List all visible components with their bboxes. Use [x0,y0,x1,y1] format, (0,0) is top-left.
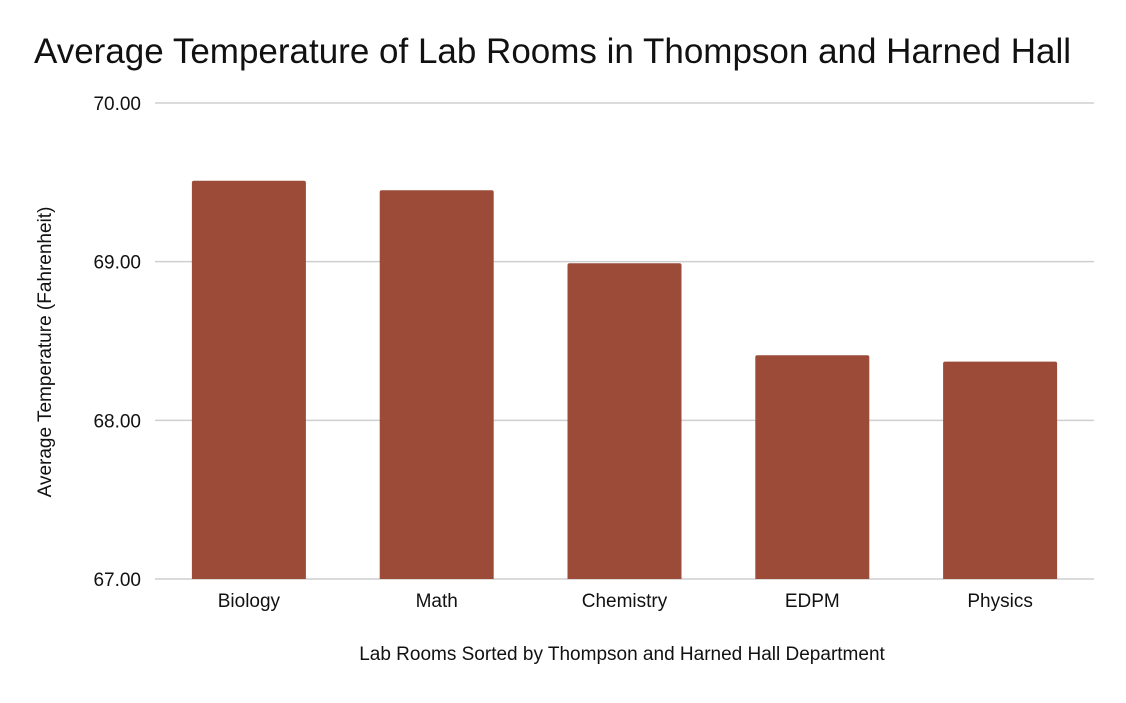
y-axis-label: Average Temperature (Fahrenheit) [35,207,56,498]
bar-math [379,190,494,579]
bar-edpm [755,355,870,579]
bar-physics [943,361,1058,579]
y-axis-ticks: 67.00 68.00 69.00 70.00 [93,94,141,591]
bar-chemistry [567,263,682,579]
x-tick-label: EDPM [785,591,840,612]
bars [191,180,1058,579]
y-tick-label: 67.00 [93,570,141,591]
x-tick-label: Chemistry [582,591,668,612]
x-tick-label: Physics [967,591,1032,612]
x-tick-label: Math [416,591,458,612]
y-tick-label: 68.00 [93,411,141,432]
x-axis-ticks: Biology Math Chemistry EDPM Physics [218,591,1033,612]
x-axis-label: Lab Rooms Sorted by Thompson and Harned … [359,644,885,665]
y-tick-label: 70.00 [93,94,141,115]
y-tick-label: 69.00 [93,253,141,274]
chart-title: Average Temperature of Lab Rooms in Thom… [34,32,1071,71]
x-tick-label: Biology [218,591,281,612]
bar-biology [191,180,306,579]
